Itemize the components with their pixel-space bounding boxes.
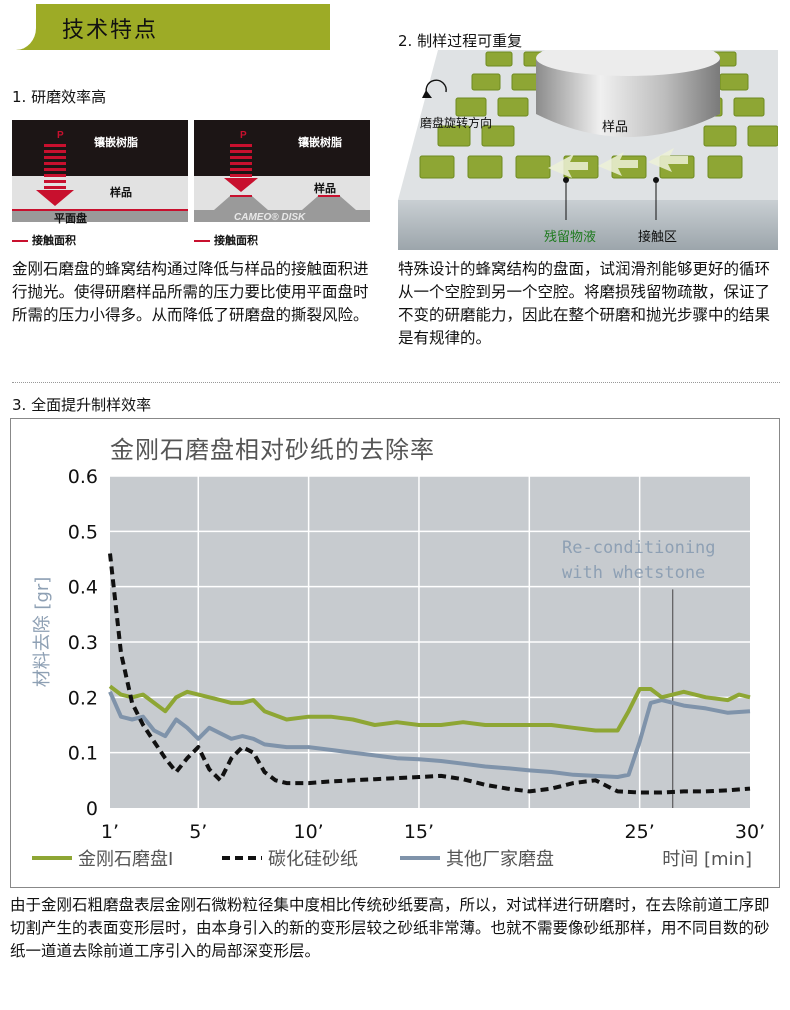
y-axis-label: 材料去除 [gr] [32,577,53,688]
section2-paragraph: 特殊设计的蜂窝结构的盘面，试润滑剂能够更好的循环从一个空腔到另一个空腔。将磨损残… [398,260,771,347]
section1-paragraph: 金刚石磨盘的蜂窝结构通过降低与样品的接触面积进行抛光。使得研磨样品所需的压力要比… [12,260,369,324]
flat-plate-label: 平面盘 [54,212,87,225]
cameo-disk-diagram-svg: P CAMEO® DISK [194,120,370,223]
series-line-1 [108,553,751,795]
section3-heading: 3. 全面提升制样效率 [12,396,152,414]
header-tab-decoration [10,4,38,50]
y-tick-label: 0 [86,798,98,820]
cameo-disk-diagram: P CAMEO® DISK [194,120,370,236]
y-tick-label: 0.3 [68,632,98,654]
honeycomb-disk-illustration [398,40,779,250]
flat-plate-diagram-svg: P [12,120,188,222]
legend-label-2: 其他厂家磨盘 [446,849,554,870]
honeycomb-disk-svg [398,40,779,250]
x-tick-label: 15’ [404,821,434,843]
contact-area-text-right: 接触面积 [214,234,258,247]
contact-area-text-left: 接触面积 [32,234,76,247]
x-tick-label: 25’ [625,821,655,843]
sample-label-disk: 样品 [602,120,629,135]
legend-label-0: 金刚石磨盘Ⅰ [78,849,173,870]
red-line-swatch [12,240,28,242]
annotation-line-2: with whetstone [562,563,705,583]
rotation-direction-label: 磨盘旋转方向 [420,116,493,130]
sample-label-left: 样品 [110,186,132,199]
y-tick-label: 0.4 [68,577,98,599]
cameo-disk-logo: CAMEO® DISK [234,212,306,223]
y-tick-label: 0.5 [68,521,98,543]
section3-paragraph: 由于金刚石粗磨盘表层金刚石微粉粒径集中度相比传统砂纸要高，所以，对试样进行研磨时… [10,896,770,960]
pressure-label-left: P [57,130,64,141]
legend-label-1: 碳化硅砂纸 [268,849,358,870]
y-tick-label: 0.2 [68,687,98,709]
x-tick-label: 10’ [294,821,324,843]
sample-label-right: 样品 [314,182,336,195]
x-axis-label: 时间 [min] [662,849,752,870]
series-line-0 [108,684,751,733]
chart-title: 金刚石磨盘相对砂纸的去除率 [110,436,435,464]
resin-label-left: 镶嵌树脂 [94,136,138,149]
x-tick-label: 30’ [735,821,765,843]
contact-area-legend-right: 接触面积 [194,232,258,248]
y-tick-label: 0.1 [68,743,98,765]
y-tick-label: 0.6 [68,466,98,488]
flat-plate-diagram: P [12,120,188,236]
removal-rate-chart: 0 0.1 0.2 0.3 0.4 0.5 0.6 1’ 5’ 10’ 15’ 25’ 30’ 材料去除 … [32,466,765,870]
section2-heading: 2. 制样过程可重复 [398,32,523,50]
resin-label-right: 镶嵌树脂 [298,136,342,149]
residue-label: 残留物液 [544,230,597,245]
section1-heading: 1. 研磨效率高 [12,88,107,106]
contact-area-legend-left: 接触面积 [12,232,76,248]
contact-zone-label: 接触区 [638,230,678,245]
page-title: 技术特点 [62,18,159,43]
x-tick-label: 1’ [101,821,119,843]
red-line-swatch [194,240,210,242]
dotted-divider [12,382,780,383]
series-line-2 [108,690,751,779]
annotation-line-1: Re-conditioning [562,538,716,558]
section-header-bar [10,4,330,50]
pressure-label-right: P [240,130,247,141]
x-tick-label: 5’ [189,821,207,843]
